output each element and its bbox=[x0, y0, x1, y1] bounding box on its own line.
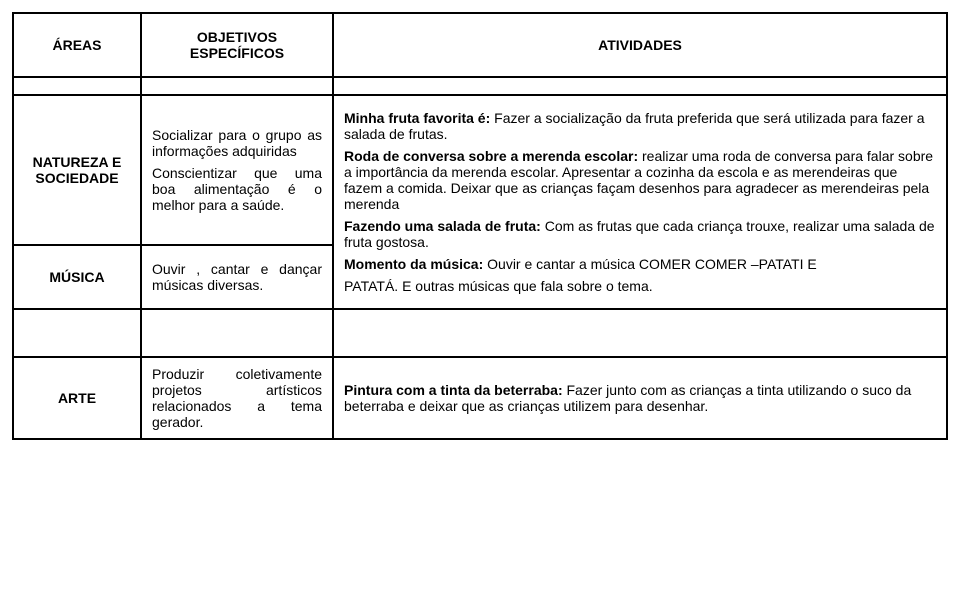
spacer-row-2 bbox=[13, 309, 947, 357]
act-minha-fruta-title: Minha fruta favorita é: bbox=[344, 110, 490, 126]
obj-natureza-p2: Conscientizar que uma boa alimentação é … bbox=[152, 165, 322, 213]
area-musica: MÚSICA bbox=[13, 245, 141, 309]
act-roda-title: Roda de conversa sobre a merenda escolar… bbox=[344, 148, 638, 164]
row-arte: ARTE Produzir coletivamente projetos art… bbox=[13, 357, 947, 439]
obj-musica: Ouvir , cantar e dançar músicas diversas… bbox=[141, 245, 333, 309]
header-row: ÁREAS OBJETIVOS ESPECÍFICOS ATIVIDADES bbox=[13, 13, 947, 77]
act-arte: Pintura com a tinta da beterraba: Fazer … bbox=[333, 357, 947, 439]
act-momento-title: Momento da música: bbox=[344, 256, 483, 272]
row-natureza: NATUREZA E SOCIEDADE Socializar para o g… bbox=[13, 95, 947, 245]
header-atividades: ATIVIDADES bbox=[333, 13, 947, 77]
act-momento-text: Ouvir e cantar a música COMER COMER –PAT… bbox=[483, 256, 816, 272]
act-salada-fruta: Fazendo uma salada de fruta: Com as frut… bbox=[344, 218, 936, 250]
curriculum-table: ÁREAS OBJETIVOS ESPECÍFICOS ATIVIDADES N… bbox=[12, 12, 948, 440]
obj-natureza-p1: Socializar para o grupo as informações a… bbox=[152, 127, 322, 159]
header-areas: ÁREAS bbox=[13, 13, 141, 77]
area-arte: ARTE bbox=[13, 357, 141, 439]
act-pintura-title: Pintura com a tinta da beterraba: bbox=[344, 382, 563, 398]
header-objetivos: OBJETIVOS ESPECÍFICOS bbox=[141, 13, 333, 77]
obj-arte: Produzir coletivamente projetos artístic… bbox=[141, 357, 333, 439]
act-momento-musica: Momento da música: Ouvir e cantar a músi… bbox=[344, 256, 936, 272]
act-minha-fruta: Minha fruta favorita é: Fazer a socializ… bbox=[344, 110, 936, 142]
area-natureza: NATUREZA E SOCIEDADE bbox=[13, 95, 141, 245]
act-natureza-musica: Minha fruta favorita é: Fazer a socializ… bbox=[333, 95, 947, 309]
spacer-row-1 bbox=[13, 77, 947, 95]
obj-natureza: Socializar para o grupo as informações a… bbox=[141, 95, 333, 245]
act-roda-conversa: Roda de conversa sobre a merenda escolar… bbox=[344, 148, 936, 212]
act-momento-cont: PATATÁ. E outras músicas que fala sobre … bbox=[344, 278, 936, 294]
act-salada-title: Fazendo uma salada de fruta: bbox=[344, 218, 541, 234]
